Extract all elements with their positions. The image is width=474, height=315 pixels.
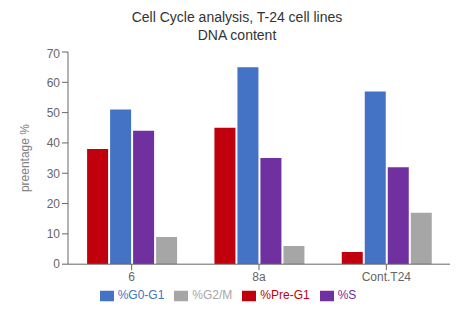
html-text:%Pre-G1: %Pre-G1 <box>260 288 310 303</box>
svg-text:70: 70 <box>47 47 61 61</box>
svg-text:50: 50 <box>47 106 61 120</box>
svg-text:8a: 8a <box>252 270 266 284</box>
html-text:%G2/M: %G2/M <box>192 288 233 303</box>
svg-text:30: 30 <box>47 167 61 181</box>
html-text:DNA content: DNA content <box>197 27 277 43</box>
svg-text:40: 40 <box>47 136 61 150</box>
svg-text:preentage %: preentage % <box>18 124 32 192</box>
svg-text:6: 6 <box>128 270 135 284</box>
svg-text:20: 20 <box>47 197 61 211</box>
html-text:%G0-G1: %G0-G1 <box>117 288 165 303</box>
svg-text:0: 0 <box>53 257 60 271</box>
svg-text:60: 60 <box>47 76 61 90</box>
html-text:Cell Cycle analysis, T-24 cell: Cell Cycle analysis, T-24 cell lines <box>131 9 343 25</box>
svg-text:Cont.T24: Cont.T24 <box>362 270 412 284</box>
html-text:%S: %S <box>337 288 357 303</box>
svg-text:10: 10 <box>47 227 61 241</box>
